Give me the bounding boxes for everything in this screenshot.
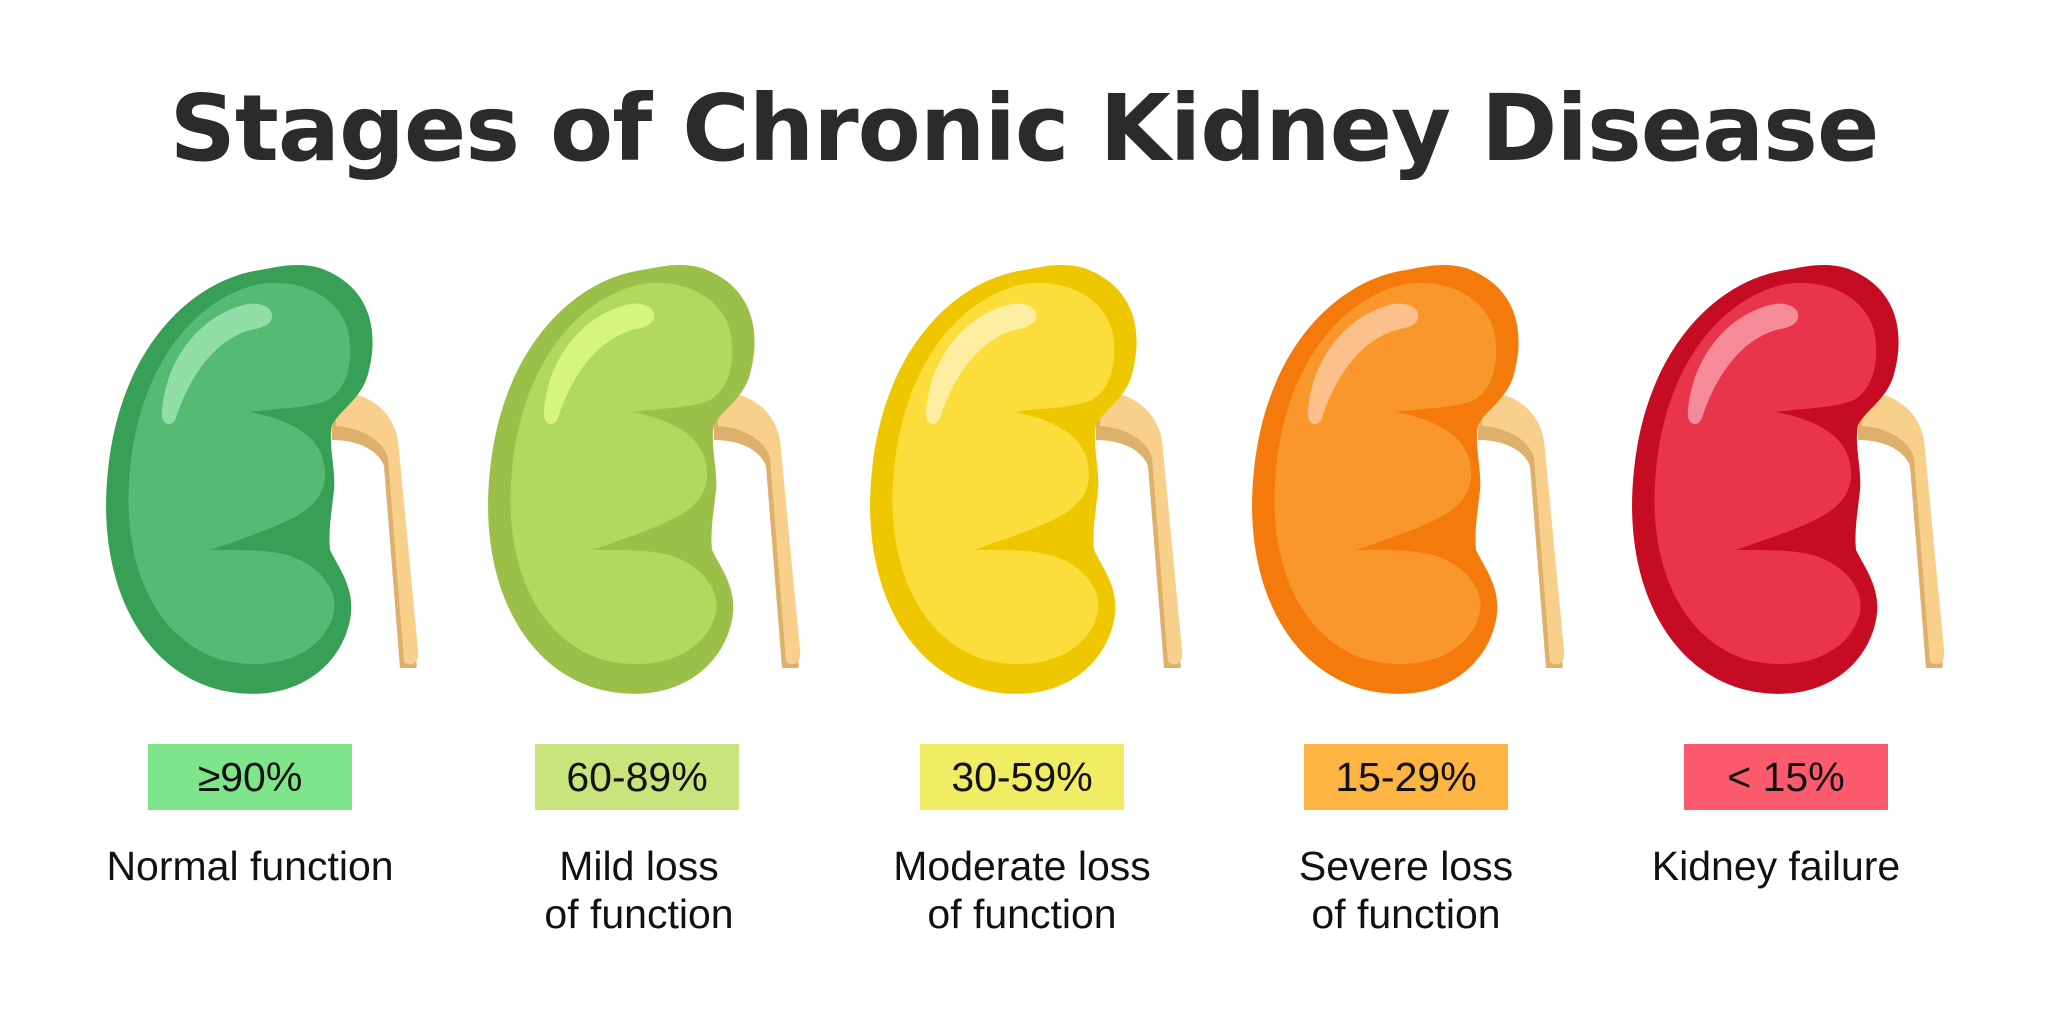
gfr-badge: 15-29% [1304, 744, 1508, 810]
gfr-range: < 15% [1727, 753, 1845, 800]
stage-card-2: 60-89% Mild loss of function [482, 250, 822, 950]
stage-card-4: 15-29% Severe loss of function [1246, 250, 1586, 950]
gfr-range: ≥90% [197, 753, 303, 800]
page-title: Stages of Chronic Kidney Disease [169, 75, 1880, 182]
gfr-badge: 30-59% [920, 744, 1124, 810]
kidney-icon [488, 264, 801, 694]
stage-description: Moderate loss of function [893, 843, 1151, 937]
stage-card-3: 30-59% Moderate loss of function [864, 250, 1204, 950]
stage-card-5: < 15% Kidney failure [1626, 250, 1966, 950]
kidney-icon [106, 264, 419, 694]
gfr-range: 60-89% [566, 753, 708, 800]
gfr-range: 15-29% [1335, 753, 1477, 800]
kidney-icon [1252, 264, 1565, 694]
stage-card-1: ≥90% Normal function [100, 250, 440, 950]
kidney-icon [1632, 264, 1945, 694]
stage-description: Normal function [106, 843, 394, 889]
gfr-range: 30-59% [951, 753, 1093, 800]
gfr-badge: 60-89% [535, 744, 739, 810]
kidney-icon [870, 264, 1183, 694]
gfr-badge: ≥90% [148, 744, 352, 810]
gfr-badge: < 15% [1684, 744, 1888, 810]
stage-description: Kidney failure [1651, 843, 1901, 889]
stage-description: Mild loss of function [544, 843, 734, 937]
stage-description: Severe loss of function [1298, 843, 1514, 937]
